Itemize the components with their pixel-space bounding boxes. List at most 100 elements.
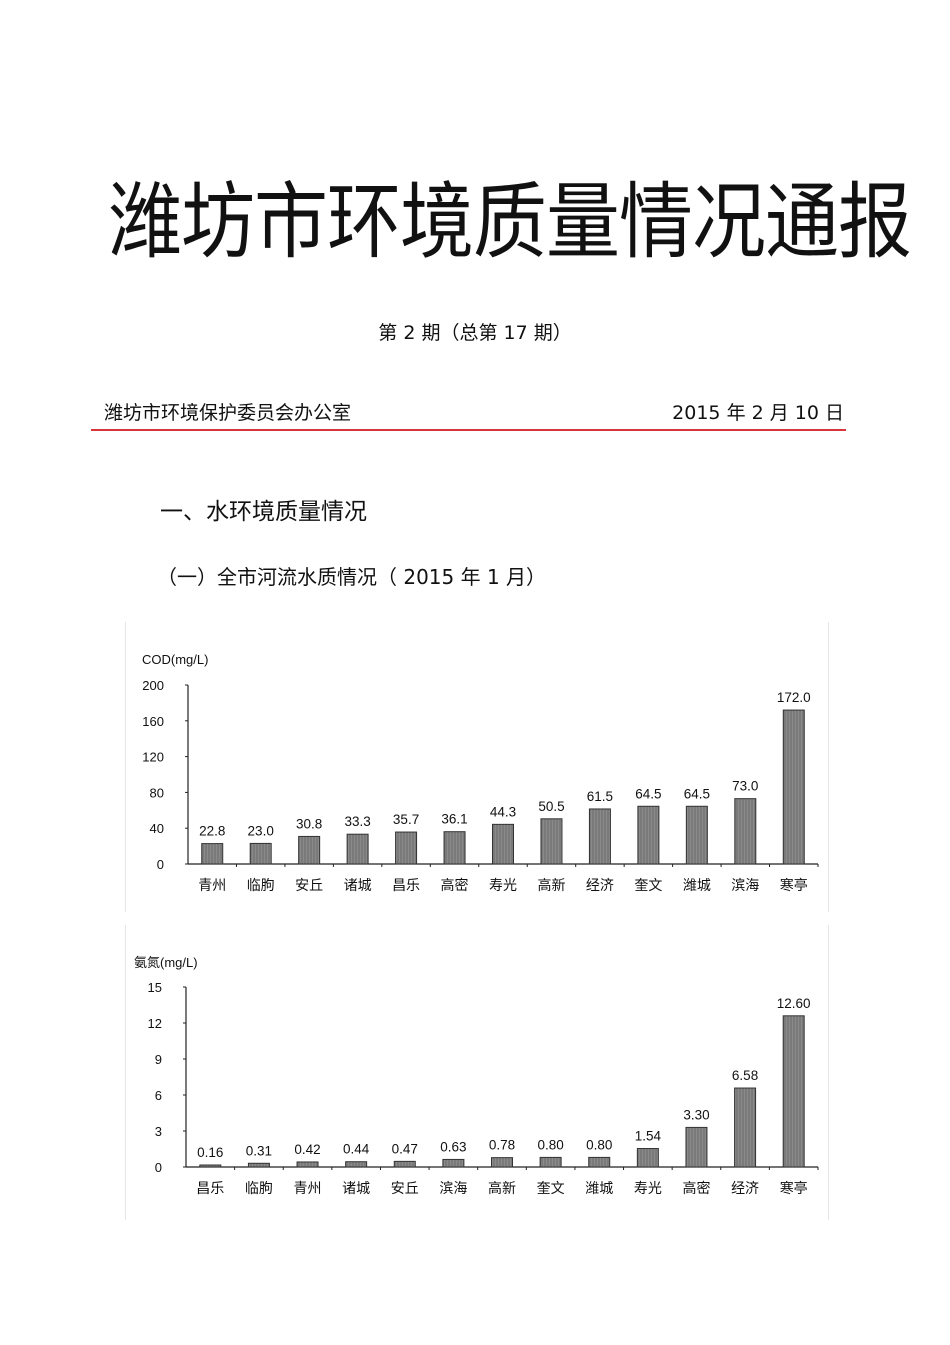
category-label: 经济	[586, 878, 614, 894]
data-label: 30.8	[296, 816, 322, 831]
y-tick-label: 12	[148, 1016, 162, 1031]
y-axis-label: COD(mg/L)	[142, 652, 208, 667]
y-tick-label: 0	[155, 1160, 162, 1175]
data-label: 22.8	[199, 824, 225, 839]
ammonia-bar-chart: 氨氮(mg/L) 0 3 6 9 12 15 0.16 昌乐 0.31 临朐 0.42 青州 0.44 诸城…	[134, 955, 819, 1197]
data-label: 0.80	[537, 1137, 563, 1152]
bar	[734, 1087, 757, 1168]
bar	[442, 1158, 465, 1168]
data-label: 23.0	[248, 823, 274, 838]
data-label: 0.47	[392, 1141, 418, 1156]
bar	[443, 831, 466, 865]
category-label: 诸城	[344, 878, 372, 894]
bar	[395, 831, 418, 865]
data-label: 0.80	[586, 1137, 612, 1152]
bar	[539, 1156, 562, 1168]
category-label: 青州	[294, 1181, 322, 1197]
bar	[199, 1164, 222, 1168]
y-tick-label: 160	[142, 714, 164, 729]
issue-date: 2015 年 2 月 10 日	[672, 402, 844, 424]
category-label: 安丘	[295, 878, 323, 894]
y-tick-label: 9	[155, 1052, 162, 1067]
bar	[782, 1015, 805, 1168]
data-label: 36.1	[441, 812, 467, 827]
bar	[346, 833, 369, 865]
data-label: 73.0	[732, 779, 758, 794]
data-label: 44.3	[490, 804, 516, 819]
y-tick-label: 3	[155, 1124, 162, 1139]
bar	[782, 709, 805, 865]
issue-number: 第 2 期（总第 17 期）	[378, 322, 572, 344]
y-tick-label: 0	[157, 857, 164, 872]
cod-chart: COD(mg/L) 0 40 80 120 160 200 22.8 青州 23.0 临朐 30.8 安…	[125, 622, 829, 912]
data-label: 35.7	[393, 812, 419, 827]
bar	[249, 842, 272, 865]
category-label: 寒亭	[780, 877, 808, 894]
category-label: 高新	[537, 877, 565, 894]
subsection-heading: （一）全市河流水质情况（ 2015 年 1 月）	[157, 565, 547, 589]
bar	[637, 805, 660, 865]
issuer-name: 潍坊市环境保护委员会办公室	[104, 402, 352, 424]
y-tick-label: 40	[150, 821, 164, 836]
category-label: 经济	[731, 1181, 759, 1197]
y-tick-label: 15	[148, 980, 162, 995]
bar	[201, 843, 224, 865]
bar	[491, 1157, 513, 1168]
data-label: 12.60	[777, 996, 811, 1011]
data-label: 6.58	[732, 1068, 758, 1083]
data-label: 3.30	[683, 1107, 709, 1122]
data-label: 0.16	[197, 1145, 223, 1160]
bar	[588, 808, 611, 865]
y-axis-label: 氨氮(mg/L)	[134, 955, 198, 970]
category-label: 滨海	[439, 1181, 467, 1197]
category-label: 寒亭	[780, 1180, 808, 1197]
bar	[588, 1156, 611, 1168]
data-label: 1.54	[635, 1129, 662, 1144]
category-label: 寿光	[489, 877, 517, 894]
data-label: 172.0	[777, 690, 811, 705]
bar	[345, 1161, 368, 1168]
y-tick-label: 200	[142, 678, 164, 693]
cod-bar-chart: COD(mg/L) 0 40 80 120 160 200 22.8 青州 23.0 临朐 30.8 安…	[142, 652, 819, 894]
data-label: 0.78	[489, 1138, 515, 1153]
y-tick-label: 6	[155, 1088, 162, 1103]
section-heading: 一、水环境质量情况	[160, 499, 367, 525]
bar	[296, 1161, 319, 1168]
bar	[636, 1148, 659, 1168]
data-label: 0.31	[246, 1143, 272, 1158]
category-label: 高密	[682, 1180, 710, 1197]
bar	[298, 835, 321, 865]
category-label: 高密	[441, 877, 469, 894]
category-label: 寿光	[634, 1180, 662, 1197]
category-label: 诸城	[342, 1181, 370, 1197]
bar	[734, 798, 757, 865]
report-title: 潍坊市环境质量情况通报	[108, 174, 912, 271]
bar	[685, 805, 708, 865]
data-label: 61.5	[587, 789, 613, 804]
data-label: 0.44	[343, 1142, 370, 1157]
data-label: 0.42	[294, 1142, 320, 1157]
bar	[247, 1162, 270, 1168]
data-label: 64.5	[635, 786, 661, 801]
bar	[393, 1160, 416, 1168]
y-tick-label: 80	[150, 785, 164, 800]
data-label: 33.3	[344, 814, 370, 829]
category-label: 临朐	[245, 1181, 273, 1197]
category-label: 滨海	[731, 878, 759, 894]
category-label: 奎文	[634, 878, 662, 894]
bar	[685, 1126, 708, 1168]
ammonia-nitrogen-chart: 氨氮(mg/L) 0 3 6 9 12 15 0.16 昌乐 0.31 临朐 0.42 青州 0.44 诸城…	[125, 925, 829, 1220]
data-label: 50.5	[538, 799, 564, 814]
category-label: 潍城	[683, 878, 711, 894]
category-label: 安丘	[391, 1181, 419, 1197]
category-label: 潍城	[585, 1181, 613, 1197]
category-label: 临朐	[247, 878, 275, 894]
y-tick-label: 120	[142, 750, 164, 765]
category-label: 昌乐	[392, 878, 420, 894]
bar	[540, 818, 563, 865]
bar	[492, 823, 514, 865]
category-label: 奎文	[537, 1181, 565, 1197]
category-label: 昌乐	[196, 1181, 224, 1197]
category-label: 高新	[488, 1180, 516, 1197]
category-label: 青州	[198, 878, 226, 894]
